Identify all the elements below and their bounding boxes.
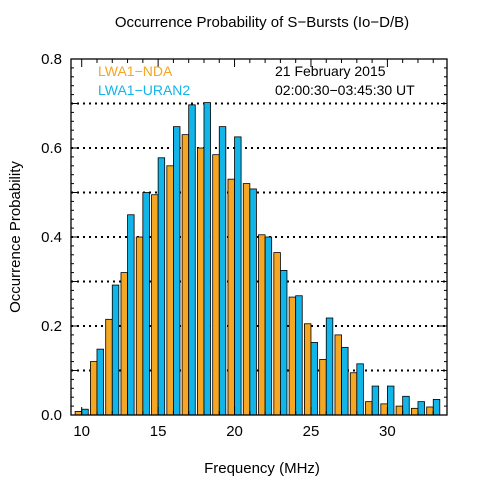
axis-ticks: [71, 58, 447, 416]
bar-series-2: [96, 348, 104, 416]
bar-series-1: [426, 406, 434, 416]
bar-series-1: [319, 358, 327, 416]
bar-series-2: [218, 126, 227, 416]
bar-series-1: [90, 361, 98, 416]
bar-series-2: [325, 317, 334, 416]
bar-series-1: [212, 154, 220, 416]
legend-series-1: LWA1−NDA: [98, 63, 173, 79]
bar-series-1: [242, 183, 251, 416]
bar-series-2: [386, 385, 395, 416]
legend-series-2: LWA1−URAN2: [98, 82, 190, 98]
bar-series-2: [432, 399, 441, 416]
bar-series-2: [173, 126, 181, 416]
bar-series-2: [188, 104, 196, 416]
bar-series-1: [196, 147, 205, 416]
bar-series-1: [288, 296, 297, 416]
bar-series-1: [334, 334, 342, 416]
x-tick-label: 20: [226, 423, 243, 440]
bar-series-2: [371, 385, 380, 416]
y-tick-label: 0.8: [41, 51, 62, 68]
bars: [74, 102, 441, 416]
bar-series-2: [341, 346, 349, 416]
chart-title: Occurrence Probability of S−Bursts (Io−D…: [115, 14, 409, 31]
bar-series-1: [166, 165, 174, 416]
tick-labels: 10 15 20 25 30 0.0 0.2 0.4 0.6 0.8: [41, 51, 396, 440]
bar-series-2: [81, 408, 89, 416]
x-tick-label: 30: [379, 423, 396, 440]
bar-series-2: [157, 157, 166, 416]
bar-series-1: [181, 134, 190, 416]
bar-series-1: [410, 407, 419, 416]
bar-series-2: [203, 102, 211, 416]
bar-series-2: [264, 236, 273, 416]
bar-series-2: [356, 363, 364, 416]
x-tick-label: 10: [73, 423, 90, 440]
bar-series-1: [365, 401, 373, 416]
bar-series-2: [402, 395, 410, 416]
y-tick-label: 0.2: [41, 318, 62, 335]
bar-series-1: [303, 323, 312, 416]
y-tick-label: 0.0: [41, 407, 62, 424]
bar-series-1: [151, 194, 159, 416]
bar-series-2: [249, 188, 257, 416]
x-tick-label: 25: [303, 423, 320, 440]
bar-series-2: [111, 284, 120, 416]
x-axis-label: Frequency (MHz): [204, 460, 320, 477]
annotation-time: 02:00:30−03:45:30 UT: [275, 82, 415, 98]
bar-series-1: [258, 234, 266, 416]
bar-series-1: [380, 403, 388, 416]
bar-series-1: [349, 372, 358, 416]
bar-series-1: [105, 318, 113, 416]
y-tick-label: 0.4: [41, 229, 62, 246]
bar-series-2: [127, 214, 135, 416]
annotation-date: 21 February 2015: [275, 63, 386, 79]
x-tick-label: 15: [150, 423, 167, 440]
bar-series-2: [234, 136, 242, 416]
bar-series-2: [142, 192, 150, 416]
y-tick-label: 0.6: [41, 140, 62, 157]
bar-series-1: [135, 236, 144, 416]
bar-series-2: [310, 342, 318, 416]
bar-series-1: [227, 178, 235, 416]
y-axis-label: Occurrence Probability: [7, 161, 24, 313]
bar-series-2: [417, 401, 425, 416]
bar-series-1: [273, 252, 281, 416]
bar-series-2: [295, 295, 303, 416]
bar-series-1: [395, 405, 404, 416]
bar-series-2: [279, 269, 288, 416]
bar-series-1: [120, 272, 128, 416]
